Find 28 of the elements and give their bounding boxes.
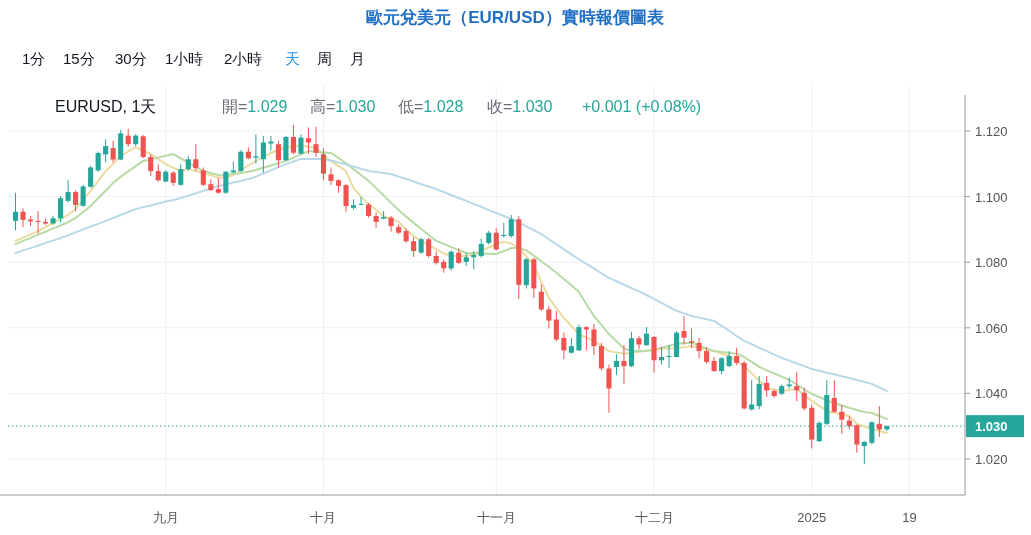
annotation: 低=1.028 <box>398 98 464 115</box>
y-tick-label: 1.020 <box>975 451 1008 467</box>
text: 1小時 <box>165 50 204 67</box>
x-tick-label: 2025 <box>797 510 827 525</box>
text: 天 <box>285 50 300 67</box>
x-tick-label: 九月 <box>152 510 179 525</box>
annotation: 高=1.030 <box>310 98 376 115</box>
text: 周 <box>317 50 332 67</box>
y-tick-label: 1.080 <box>975 255 1008 271</box>
x-tick-label: 十一月 <box>476 510 516 525</box>
annotation: 開=1.029 <box>222 98 288 115</box>
text: 月 <box>350 50 365 67</box>
text: 15分 <box>63 50 95 67</box>
annotation: EURUSD, 1天 <box>55 98 157 115</box>
y-tick-label: 1.100 <box>975 189 1008 205</box>
y-tick-label: 1.120 <box>975 124 1008 140</box>
x-tick-label: 19 <box>902 510 917 525</box>
chart-title: 歐元兌美元（EUR/USD）實時報價圖表 <box>366 8 665 27</box>
annotation: +0.001 (+0.08%) <box>582 98 702 115</box>
x-tick-label: 十二月 <box>634 510 674 525</box>
text: 30分 <box>115 50 147 67</box>
y-tick-label: 1.060 <box>975 320 1008 336</box>
annotation: 收=1.030 <box>487 98 553 115</box>
text: 1分 <box>22 50 46 67</box>
x-tick-label: 十月 <box>310 510 337 525</box>
y-tick-label: 1.040 <box>975 386 1008 402</box>
ref-line-label: 1.030 <box>975 419 1008 435</box>
text: 2小時 <box>224 50 263 67</box>
